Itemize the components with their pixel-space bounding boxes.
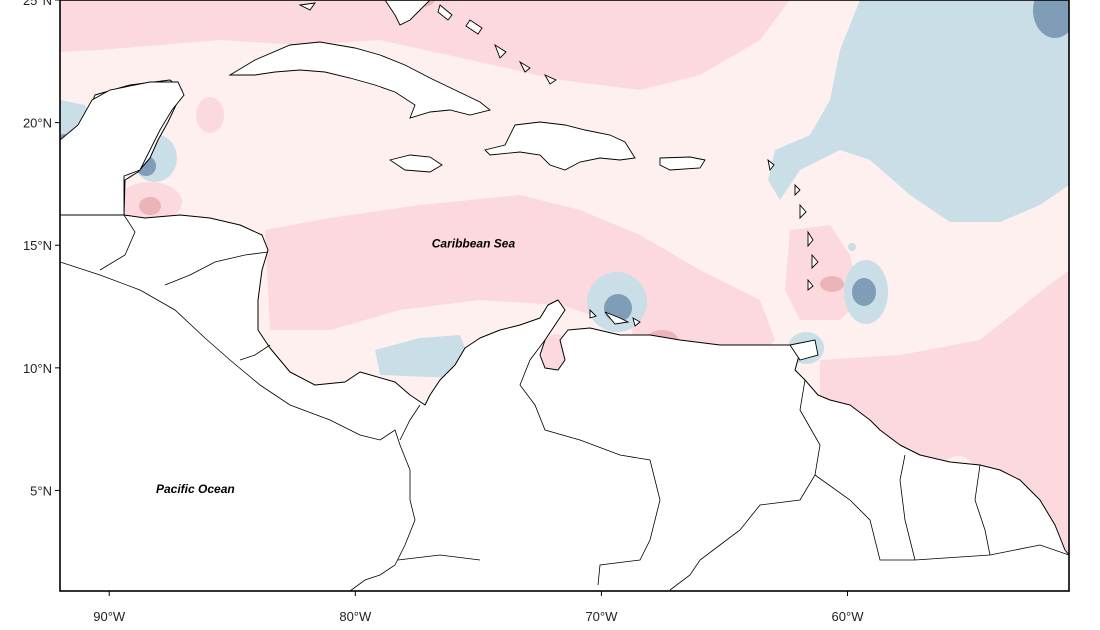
jamaica	[388, 154, 443, 173]
x-tick-label: 70°W	[585, 609, 618, 624]
pink-band-caribbean	[265, 195, 775, 355]
y-tick-label: 20°N	[23, 116, 52, 131]
curacao	[604, 311, 630, 325]
land-masses	[60, 0, 1069, 591]
strong-blue-barbados	[852, 278, 876, 306]
y-tick-label: 5°N	[30, 483, 52, 498]
pacific-ocean-label: Pacific Ocean	[156, 482, 235, 496]
yucatan-peninsula	[60, 81, 185, 216]
cuba	[228, 41, 491, 119]
pacific-coastline	[60, 261, 416, 591]
hispaniola	[484, 121, 636, 171]
pink-patch-yucatan	[196, 97, 224, 133]
bonaire	[632, 317, 641, 327]
border-suriname-frenchguiana	[974, 464, 991, 556]
blue-dot-antilles	[848, 243, 856, 251]
border-guatemala-honduras	[99, 214, 136, 271]
border-colombia-venezuela	[519, 339, 661, 586]
pacific-sea	[60, 262, 415, 591]
puerto-rico	[659, 156, 706, 171]
border-panama-colombia	[399, 404, 421, 441]
strong-blue-atlantic-corner	[1033, 0, 1069, 38]
blue-region-nicaragua	[375, 335, 470, 378]
aruba	[589, 308, 597, 319]
border-venezuela-guyana	[669, 379, 821, 591]
border-honduras-nicaragua	[164, 251, 269, 286]
atlantic-ocean-label: Atlantic Ocean	[777, 0, 862, 1]
map-body	[60, 0, 1069, 591]
pink-band-antilles	[785, 225, 860, 320]
strong-pink-honduras	[139, 197, 161, 215]
y-tick-label: 15°N	[23, 238, 52, 253]
y-tick-label: 25°N	[23, 0, 52, 8]
x-tick-label: 90°W	[93, 609, 126, 624]
y-tick-label: 10°N	[23, 361, 52, 376]
x-tick-label: 80°W	[339, 609, 372, 624]
lesser-antilles	[767, 158, 819, 361]
bahamas-islands	[298, 2, 557, 85]
map-frame	[59, 0, 1070, 592]
border-brazil	[814, 474, 1069, 561]
axis-ticks: 90°W 80°W 70°W 60°W 25°N 20°N 15°N 10°N 5°N	[23, 0, 864, 624]
strong-pink-antilles	[820, 276, 844, 292]
pink-band-north	[60, 0, 790, 90]
x-tick-label: 60°W	[832, 609, 865, 624]
border-colombia-ecuador	[397, 554, 481, 561]
blue-region-atlantic	[768, 0, 1069, 222]
border-guyana-suriname	[899, 454, 916, 561]
florida	[384, 0, 431, 26]
place-labels: Atlantic Ocean Caribbean Sea Pacific Ocean	[156, 0, 862, 496]
caribbean-sea-label: Caribbean Sea	[432, 237, 516, 251]
border-nicaragua-costarica	[239, 344, 271, 361]
